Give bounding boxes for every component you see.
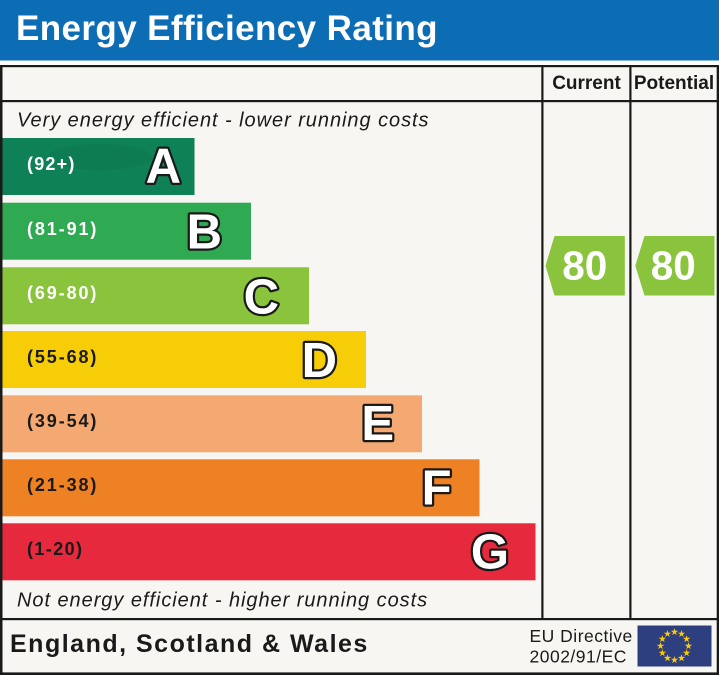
svg-text:(92+): (92+): [27, 154, 76, 174]
svg-text:C: C: [244, 271, 279, 325]
svg-text:(1-20): (1-20): [27, 539, 83, 559]
svg-text:Current: Current: [552, 73, 621, 94]
svg-text:A: A: [146, 140, 181, 194]
svg-text:(39-54): (39-54): [27, 411, 98, 431]
svg-text:D: D: [302, 334, 337, 388]
svg-text:(21-38): (21-38): [27, 475, 98, 495]
svg-text:(55-68): (55-68): [27, 347, 98, 367]
svg-text:Potential: Potential: [634, 73, 714, 94]
svg-text:B: B: [187, 206, 222, 260]
svg-text:80: 80: [651, 243, 696, 289]
svg-text:G: G: [471, 526, 509, 580]
svg-text:EU Directive: EU Directive: [530, 626, 633, 646]
svg-text:Not energy efficient - higher: Not energy efficient - higher running co…: [17, 590, 428, 612]
svg-text:E: E: [361, 397, 394, 451]
svg-text:2002/91/EC: 2002/91/EC: [530, 647, 627, 667]
svg-text:Very energy efficient - lower: Very energy efficient - lower running co…: [17, 110, 430, 132]
svg-text:F: F: [422, 462, 452, 516]
svg-text:Energy Efficiency Rating: Energy Efficiency Rating: [16, 9, 438, 48]
svg-text:England, Scotland & Wales: England, Scotland & Wales: [10, 630, 369, 658]
svg-text:80: 80: [562, 243, 607, 289]
svg-text:(81-91): (81-91): [27, 219, 98, 239]
svg-text:(69-80): (69-80): [27, 283, 98, 303]
